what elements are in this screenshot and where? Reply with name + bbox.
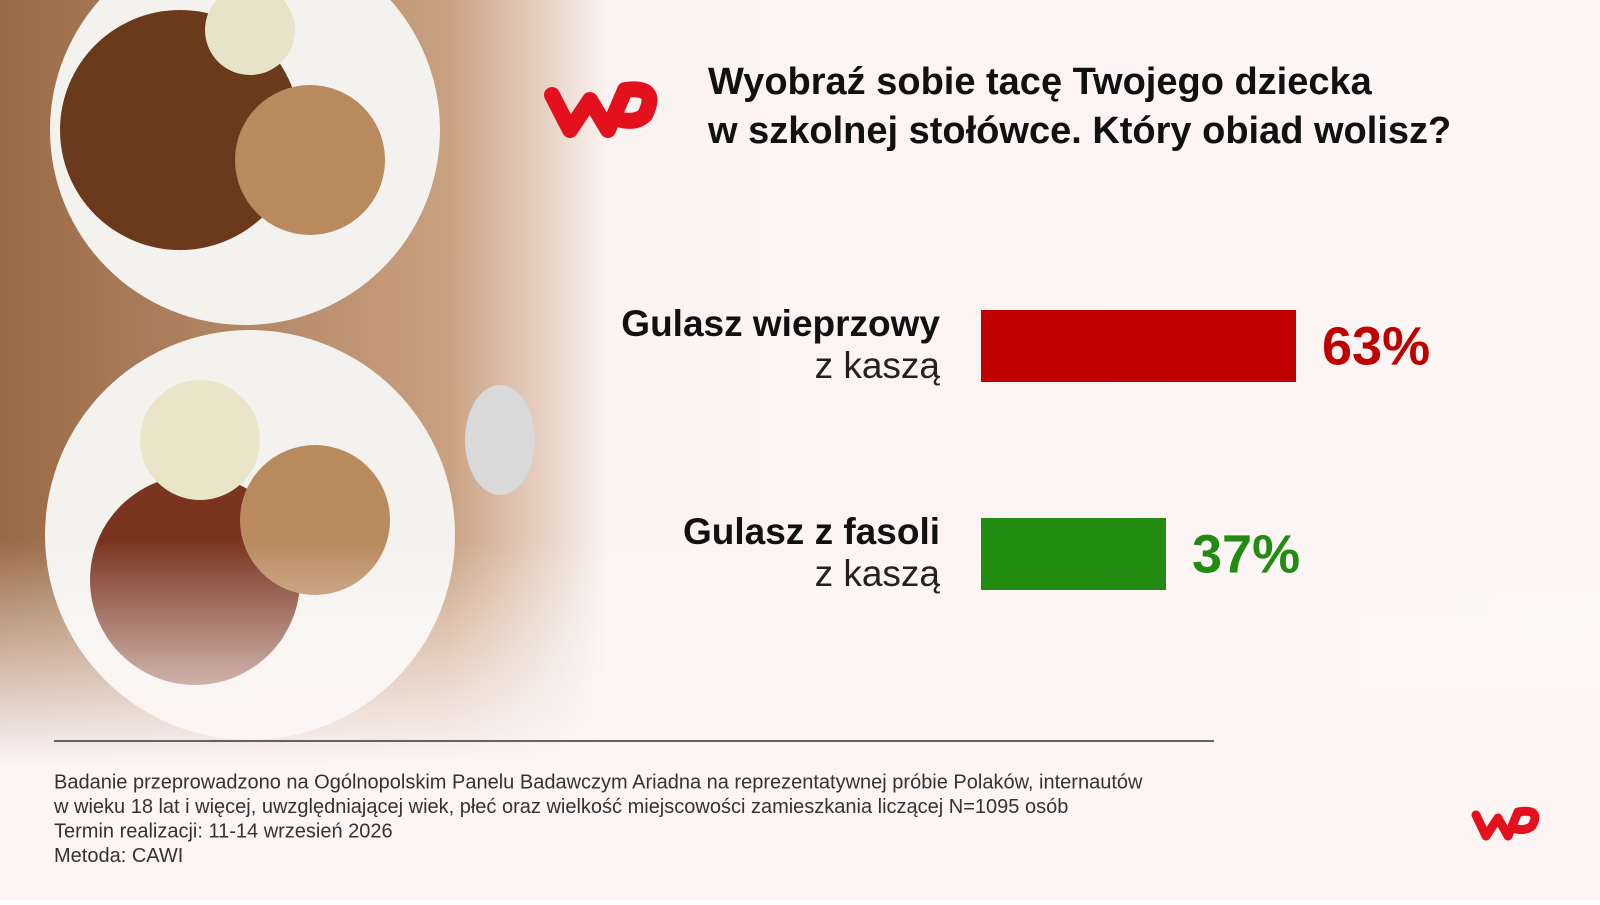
note: Badanie przeprowadzono na Ogólnopolskim … (54, 771, 1143, 793)
chart-title: Wyobraź sobie tacę Twojego dziecka (708, 61, 1373, 103)
chart-title: w szkolnej stołówce. Który obiad wolisz? (707, 110, 1451, 152)
logo-small (1471, 806, 1540, 841)
category-sublabel: z kaszą (815, 553, 941, 594)
logo (544, 81, 658, 138)
note: Termin realizacji: 11-14 wrzesień 2026 (54, 820, 393, 842)
value-label: 63% (1322, 316, 1430, 376)
category-label: Gulasz z fasoli (683, 511, 940, 552)
value-label: 37% (1192, 524, 1300, 584)
bar (981, 518, 1166, 590)
category-sublabel: z kaszą (815, 345, 941, 386)
category-label: Gulasz wieprzowy (621, 303, 940, 344)
note: w wieku 18 lat i więcej, uwzględniającej… (53, 796, 1068, 818)
note: Metoda: CAWI (54, 845, 183, 867)
bar (981, 310, 1296, 382)
